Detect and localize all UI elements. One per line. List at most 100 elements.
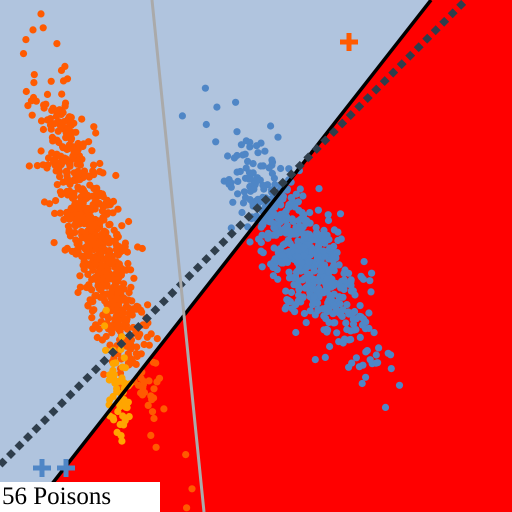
data-point-cluster-0 [58, 90, 66, 98]
data-point-cluster-0 [94, 269, 102, 277]
data-point-cluster-0 [70, 119, 78, 127]
data-point-cluster-0 [59, 77, 68, 85]
data-point-cluster-0 [133, 305, 141, 313]
data-point-cluster-0 [128, 297, 136, 305]
data-point-cluster-0 [105, 221, 113, 229]
data-point-cluster-0 [160, 405, 168, 413]
data-point-cluster-1 [233, 168, 241, 176]
data-point-cluster-0 [124, 259, 132, 268]
data-point-cluster-1 [269, 272, 277, 280]
data-point-cluster-1 [202, 120, 210, 129]
data-point-cluster-1 [285, 248, 293, 256]
data-point-cluster-0 [107, 237, 115, 245]
data-point-cluster-1 [287, 194, 295, 202]
data-point-cluster-0 [33, 162, 42, 170]
data-point-cluster-0 [43, 116, 52, 124]
data-point-cluster-1 [256, 176, 264, 184]
data-point-cluster-0 [29, 93, 38, 102]
data-point-cluster-0 [39, 125, 48, 134]
data-point-cluster-0 [115, 243, 123, 251]
data-point-cluster-0 [65, 126, 73, 134]
data-point-cluster-0 [134, 333, 142, 341]
data-point-cluster-0 [88, 147, 96, 155]
data-point-cluster-1 [306, 272, 314, 280]
data-point-cluster-0 [124, 303, 132, 312]
data-point-cluster-1 [331, 319, 339, 327]
data-point-cluster-0 [56, 209, 64, 217]
data-point-cluster-1 [244, 157, 252, 165]
plus-markers [33, 33, 358, 477]
data-point-cluster-0 [78, 214, 86, 222]
data-point-cluster-1 [296, 185, 304, 193]
data-point-cluster-0 [53, 40, 61, 48]
data-point-cluster-1 [281, 305, 289, 313]
data-point-cluster-1 [347, 327, 355, 335]
data-point-cluster-0 [48, 106, 56, 114]
data-point-cluster-0 [22, 36, 30, 44]
data-point-cluster-0 [43, 164, 51, 172]
data-point-cluster-1 [325, 266, 333, 274]
data-point-cluster-0 [114, 251, 122, 259]
data-point-cluster-2 [111, 379, 119, 387]
data-point-cluster-1 [301, 233, 309, 241]
data-point-cluster-1 [345, 269, 353, 277]
data-point-cluster-0 [40, 101, 48, 109]
data-point-cluster-1 [249, 169, 257, 177]
data-point-cluster-1 [237, 141, 245, 149]
data-point-cluster-1 [246, 238, 254, 246]
data-point-cluster-1 [314, 307, 322, 315]
data-point-cluster-0 [106, 247, 114, 255]
data-point-cluster-1 [279, 192, 287, 200]
data-point-cluster-0 [113, 266, 121, 274]
data-point-cluster-1 [333, 329, 341, 337]
data-point-cluster-0 [79, 186, 87, 194]
data-point-cluster-2 [113, 428, 121, 436]
data-point-cluster-1 [258, 231, 266, 239]
data-point-cluster-1 [309, 285, 317, 293]
data-point-cluster-0 [67, 204, 75, 212]
data-point-cluster-0 [65, 145, 73, 153]
data-point-cluster-0 [73, 147, 82, 155]
data-point-cluster-1 [277, 164, 285, 173]
data-point-cluster-0 [52, 197, 60, 205]
data-point-cluster-0 [127, 283, 135, 291]
data-point-cluster-0 [43, 90, 52, 98]
data-point-cluster-0 [44, 154, 53, 162]
data-point-cluster-0 [150, 414, 158, 423]
data-point-cluster-1 [250, 185, 258, 193]
data-point-cluster-0 [19, 50, 28, 58]
data-point-cluster-1 [339, 306, 347, 314]
data-point-cluster-0 [80, 167, 89, 175]
data-point-cluster-1 [292, 301, 300, 309]
data-point-cluster-0 [130, 274, 138, 282]
data-point-cluster-0 [83, 233, 91, 242]
data-point-cluster-1 [233, 151, 241, 160]
data-point-cluster-0 [86, 296, 94, 304]
data-point-cluster-0 [153, 335, 161, 343]
data-point-cluster-0 [188, 485, 196, 493]
data-point-cluster-0 [104, 314, 112, 322]
data-point-cluster-0 [88, 314, 96, 322]
data-point-cluster-0 [125, 217, 133, 226]
data-point-cluster-1 [282, 207, 290, 215]
data-point-cluster-0 [103, 281, 111, 289]
data-point-cluster-2 [105, 376, 113, 384]
data-point-cluster-1 [315, 278, 323, 286]
data-point-cluster-2 [120, 354, 128, 362]
data-point-cluster-0 [53, 181, 61, 189]
data-point-cluster-0 [112, 295, 120, 303]
data-point-cluster-1 [300, 244, 308, 252]
data-point-cluster-1 [257, 247, 265, 255]
data-point-cluster-0 [145, 377, 153, 385]
data-point-cluster-1 [362, 318, 370, 326]
data-point-cluster-1 [317, 267, 325, 275]
data-point-cluster-1 [384, 349, 392, 357]
data-point-cluster-0 [52, 112, 61, 120]
data-point-cluster-0 [113, 320, 121, 329]
data-point-cluster-1 [294, 253, 302, 261]
plus-marker-1 [33, 459, 51, 477]
data-point-cluster-1 [268, 169, 276, 178]
data-point-cluster-1 [294, 247, 302, 255]
data-point-cluster-1 [340, 276, 348, 284]
data-point-cluster-1 [356, 302, 364, 310]
